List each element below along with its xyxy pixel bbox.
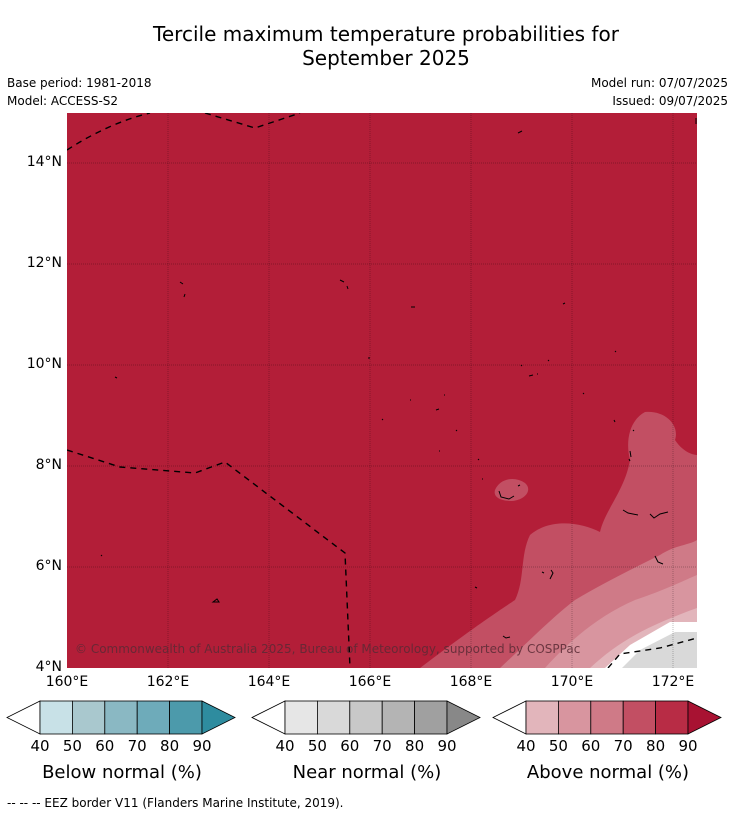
colorbar-tick-60: 60 [340,737,359,755]
colorbar-segment-60 [349,700,383,735]
meta-right: Model run: 07/07/2025 Issued: 09/07/2025 [591,74,728,110]
colorbar-segment-60 [104,700,138,735]
model-name: Model: ACCESS-S2 [7,94,119,108]
colorbar-tick-60: 60 [581,737,600,755]
colorbar-segment-80 [169,700,203,735]
colorbar-tick-80: 80 [160,737,179,755]
colorbar-over-arrow [446,700,481,735]
model-run: Model run: 07/07/2025 [590,76,728,90]
eez-footnote: -- -- -- EEZ border V11 (Flanders Marine… [7,796,344,810]
colorbar-over-arrow [687,700,722,735]
colorbar-segment-40 [525,700,559,735]
colorbar-tick-50: 50 [63,737,82,755]
lat-label-4n: 4°N [35,659,62,675]
attribution-text: © Commonwealth of Australia 2025, Bureau… [75,642,580,656]
colorbar-near-normal: 40 50 60 70 80 90 [251,700,481,755]
lon-label-170e: 170°E [550,674,594,690]
colorbar-tick-70: 70 [614,737,633,755]
colorbar-segment-50 [72,700,106,735]
colorbar-segment-70 [381,700,415,735]
map-area: © Commonwealth of Australia 2025, Bureau… [67,113,697,668]
colorbar-segment-80 [414,700,448,735]
above-normal-80-island [494,478,529,501]
lon-label-164e: 164°E [247,674,291,690]
colorbar-tick-90: 90 [437,737,456,755]
colorbar-tick-70: 70 [128,737,147,755]
colorbar-below-normal-title: Below normal (%) [42,762,202,783]
lon-label-168e: 168°E [449,674,493,690]
lat-label-8n: 8°N [35,457,62,473]
lon-label-160e: 160°E [45,674,89,690]
colorbar-tick-90: 90 [192,737,211,755]
base-period: Base period: 1981-2018 [7,76,152,90]
near-normal-fill [622,632,697,668]
colorbar-tick-60: 60 [95,737,114,755]
title-line-2: September 2025 [302,46,470,70]
islands [100,118,697,639]
colorbar-tick-40: 40 [275,737,294,755]
colorbar-above-normal-title: Above normal (%) [526,762,690,783]
issued-date: Issued: 09/07/2025 [612,94,728,108]
colorbar-segment-40 [39,700,73,735]
colorbar-tick-40: 40 [516,737,535,755]
lat-label-10n: 10°N [26,356,62,372]
colorbar-near-normal-title: Near normal (%) [292,762,442,783]
lat-label-14n: 14°N [26,154,62,170]
colorbar-tick-40: 40 [30,737,49,755]
colorbar-segment-40 [284,700,318,735]
lat-label-6n: 6°N [35,558,62,574]
colorbar-segment-80 [655,700,689,735]
meta-left: Base period: 1981-2018 Model: ACCESS-S2 [7,74,152,110]
colorbar-tick-70: 70 [373,737,392,755]
colorbar-tick-50: 50 [549,737,568,755]
title-line-1: Tercile maximum temperature probabilitie… [153,22,619,46]
colorbar-under-arrow [251,700,286,735]
colorbar-above-normal: 40 50 60 70 80 90 [492,700,722,755]
chart-title: Tercile maximum temperature probabilitie… [0,22,736,70]
colorbar-tick-90: 90 [678,737,697,755]
eez-borders [67,113,697,668]
colorbar-tick-50: 50 [308,737,327,755]
colorbar-tick-80: 80 [646,737,665,755]
lon-label-162e: 162°E [146,674,190,690]
colorbar-segment-70 [622,700,656,735]
colorbar-segment-60 [590,700,624,735]
lon-label-166e: 166°E [348,674,392,690]
lon-label-172e: 172°E [651,674,695,690]
graticule [67,113,697,668]
colorbar-under-arrow [6,700,41,735]
colorbar-under-arrow [492,700,527,735]
colorbar-segment-70 [136,700,170,735]
colorbar-segment-50 [317,700,351,735]
lat-label-12n: 12°N [26,255,62,271]
colorbar-over-arrow [201,700,236,735]
colorbar-below-normal: 40 50 60 70 80 90 [6,700,236,755]
colorbar-segment-50 [558,700,592,735]
colorbar-tick-80: 80 [405,737,424,755]
